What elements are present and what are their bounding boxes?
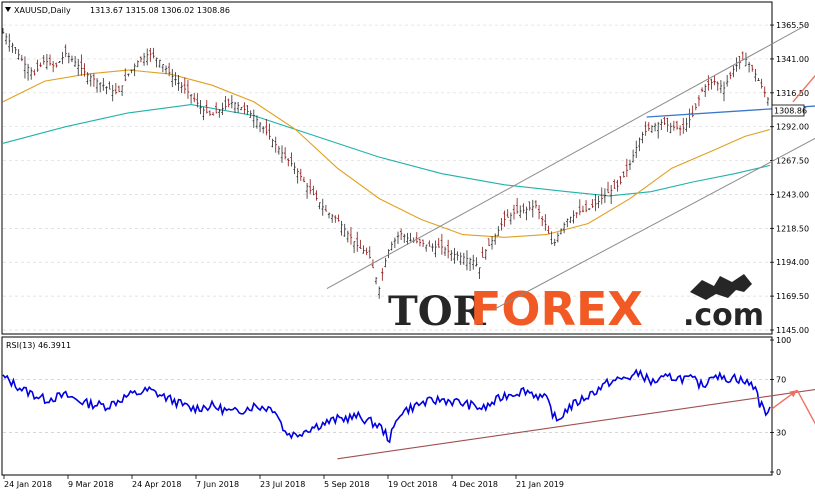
rsi-title: RSI(13) 46.3911 bbox=[6, 341, 71, 350]
time-tick-label: 24 Apr 2018 bbox=[132, 480, 181, 489]
symbol-title: XAUUSD,Daily 1313.67 1315.08 1306.02 130… bbox=[5, 6, 230, 15]
time-tick-label: 7 Jun 2018 bbox=[196, 480, 239, 489]
price-pane-frame bbox=[2, 2, 772, 334]
rsi-tick-label: 0 bbox=[776, 468, 781, 477]
time-tick-label: 9 Mar 2018 bbox=[68, 480, 114, 489]
rsi-tick-label: 30 bbox=[776, 428, 786, 437]
rsi-y-axis: 100 70 30 0 bbox=[770, 336, 791, 477]
price-tick-label: 1267.50 bbox=[776, 157, 809, 166]
time-tick-label: 19 Oct 2018 bbox=[388, 480, 437, 489]
price-tick-label: 1316.50 bbox=[776, 89, 809, 98]
last-price-value: 1308.86 bbox=[774, 107, 807, 116]
rsi-down-arrow bbox=[797, 390, 815, 448]
time-axis: 24 Jan 2018 9 Mar 2018 24 Apr 2018 7 Jun 20… bbox=[4, 475, 564, 489]
price-tick-label: 1169.50 bbox=[776, 292, 809, 301]
rsi-up-arrow-head bbox=[789, 390, 797, 397]
ohlc-readout: 1313.67 1315.08 1306.02 1308.86 bbox=[90, 6, 230, 15]
price-tick-label: 1243.00 bbox=[776, 190, 809, 199]
price-tick-label: 1145.00 bbox=[776, 326, 809, 335]
price-tick-label: 1218.50 bbox=[776, 224, 809, 233]
watermark-com: .com bbox=[683, 298, 764, 333]
time-tick-label: 4 Dec 2018 bbox=[452, 480, 498, 489]
price-tick-label: 1292.00 bbox=[776, 123, 809, 132]
time-tick-label: 5 Sep 2018 bbox=[324, 480, 370, 489]
time-tick-label: 24 Jan 2018 bbox=[4, 480, 52, 489]
time-tick-label: 21 Jan 2019 bbox=[516, 480, 564, 489]
rsi-pane-frame bbox=[2, 337, 772, 475]
price-y-axis: 1365.50 1341.00 1316.50 1292.00 1267.50 1243.… bbox=[770, 21, 809, 335]
time-tick-label: 23 Jul 2018 bbox=[260, 480, 305, 489]
symbol-name: XAUUSD,Daily bbox=[14, 6, 71, 15]
price-tick-label: 1341.00 bbox=[776, 55, 809, 64]
watermark-forex: FOREX bbox=[470, 282, 643, 336]
rsi-tick-label: 70 bbox=[776, 376, 786, 385]
rsi-tick-label: 100 bbox=[776, 336, 791, 345]
price-tick-label: 1365.50 bbox=[776, 21, 809, 30]
last-price-label: 1308.86 bbox=[772, 105, 807, 116]
price-tick-label: 1194.00 bbox=[776, 258, 809, 267]
